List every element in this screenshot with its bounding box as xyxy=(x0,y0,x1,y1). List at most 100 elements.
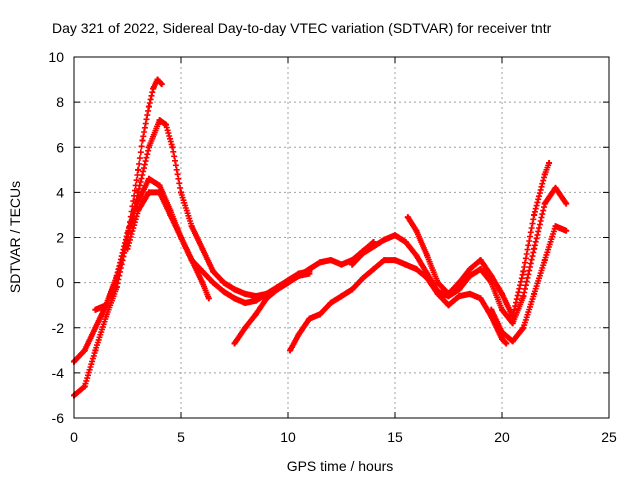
data-point xyxy=(349,261,356,268)
data-point xyxy=(402,261,409,268)
data-point xyxy=(199,279,206,286)
data-point xyxy=(434,279,441,286)
data-point xyxy=(445,290,452,297)
data-point xyxy=(413,227,420,234)
data-point xyxy=(466,290,473,297)
data-point xyxy=(359,275,366,282)
data-point xyxy=(381,236,388,243)
data-point xyxy=(145,189,152,196)
data-point xyxy=(252,297,259,304)
data-point xyxy=(503,340,510,347)
data-point xyxy=(242,299,249,306)
data-point xyxy=(541,171,548,178)
data-point xyxy=(188,223,195,230)
data-point xyxy=(242,290,249,297)
data-point xyxy=(424,252,431,259)
data-points xyxy=(71,76,570,399)
data-point xyxy=(466,266,473,273)
data-point xyxy=(92,306,99,313)
data-point xyxy=(103,302,110,309)
x-tick-label: 5 xyxy=(177,429,185,445)
data-point xyxy=(156,189,163,196)
data-point xyxy=(135,166,142,173)
data-point xyxy=(541,257,548,264)
y-tick-label: 2 xyxy=(56,230,64,246)
data-point xyxy=(210,279,217,286)
data-point xyxy=(220,279,227,286)
data-point xyxy=(158,81,165,88)
x-tick-label: 25 xyxy=(601,429,617,445)
data-point xyxy=(338,293,345,300)
data-point xyxy=(135,207,142,214)
data-point xyxy=(509,320,516,327)
data-point xyxy=(499,306,505,313)
data-point xyxy=(359,250,366,257)
data-point xyxy=(139,137,146,144)
x-tick-label: 15 xyxy=(387,429,403,445)
series-track-5 xyxy=(231,270,313,347)
y-tick-label: -4 xyxy=(52,365,65,381)
data-point xyxy=(563,227,570,234)
data-point xyxy=(531,245,538,252)
data-point xyxy=(154,76,161,83)
data-point xyxy=(263,295,270,302)
data-point xyxy=(477,266,484,273)
data-point xyxy=(531,290,538,297)
data-point xyxy=(295,331,302,338)
data-point xyxy=(392,257,398,264)
data-point xyxy=(188,257,195,264)
data-point xyxy=(199,268,206,275)
data-point xyxy=(306,270,313,277)
data-point xyxy=(456,279,463,286)
y-tick-label: 6 xyxy=(56,139,64,155)
data-point xyxy=(488,306,495,313)
plot-frame xyxy=(73,56,610,419)
data-point xyxy=(150,85,157,92)
data-point xyxy=(178,189,184,196)
data-point xyxy=(338,261,345,268)
data-point xyxy=(145,144,152,151)
data-point xyxy=(169,144,176,151)
data-point xyxy=(563,200,570,207)
data-point xyxy=(381,257,388,264)
data-point xyxy=(156,117,163,124)
axis-ticks: 0 5 10 15 20 25 -6 -4 -2 0 2 4 6 8 10 xyxy=(48,49,617,445)
data-point xyxy=(167,211,174,218)
data-point xyxy=(92,324,99,331)
data-point xyxy=(156,182,163,189)
x-tick-label: 10 xyxy=(280,429,296,445)
data-point xyxy=(499,329,505,336)
data-point xyxy=(370,266,377,273)
data-point xyxy=(488,272,495,279)
data-point xyxy=(81,347,88,354)
chart-title: Day 321 of 2022, Sidereal Day-to-day VTE… xyxy=(52,20,552,36)
series-track-8 xyxy=(404,160,553,320)
data-point xyxy=(145,103,152,110)
data-point xyxy=(413,266,420,273)
data-point xyxy=(178,234,184,241)
grid xyxy=(74,57,609,418)
data-point xyxy=(306,315,313,322)
data-point xyxy=(252,311,259,318)
y-tick-label: -6 xyxy=(52,410,65,426)
data-point xyxy=(499,290,505,297)
data-point xyxy=(477,295,484,302)
series-track-4 xyxy=(124,189,212,302)
data-point xyxy=(317,259,324,266)
data-point xyxy=(456,293,463,300)
data-point xyxy=(541,200,548,207)
data-point xyxy=(413,252,420,259)
data-point xyxy=(231,286,238,293)
data-point xyxy=(509,313,516,320)
data-point xyxy=(285,279,291,286)
data-point xyxy=(103,313,110,320)
series-track-9 xyxy=(488,223,570,345)
data-point xyxy=(509,338,516,345)
data-point xyxy=(220,288,227,295)
data-point xyxy=(434,288,441,295)
data-point xyxy=(81,383,88,390)
y-tick-label: -2 xyxy=(52,320,65,336)
x-tick-label: 0 xyxy=(70,429,78,445)
data-point xyxy=(424,270,431,277)
